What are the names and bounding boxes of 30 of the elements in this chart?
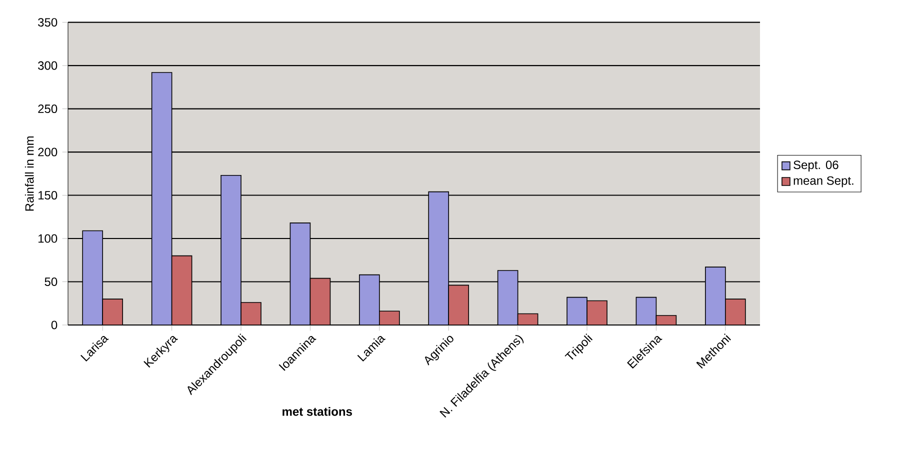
bar (290, 222, 311, 325)
y-tick-label: 50 (44, 277, 58, 286)
legend-label: Sept. 06 (794, 160, 838, 172)
bar (497, 270, 518, 325)
y-tick-label: 100 (38, 234, 58, 243)
y-tick-label: 250 (38, 104, 58, 114)
bar (310, 278, 331, 325)
y-tick-label: 350 (38, 18, 58, 27)
bar (725, 298, 746, 325)
y-axis-title: Rainfall in mm (24, 136, 34, 211)
bar (566, 296, 588, 325)
y-tick-label: 150 (38, 191, 58, 200)
bar (240, 302, 262, 325)
bar (518, 314, 538, 325)
bar (705, 266, 726, 325)
y-tick-label: 200 (38, 148, 58, 156)
bar (102, 298, 124, 325)
y-tick-label: 0 (51, 320, 58, 330)
bar (151, 72, 172, 325)
bar (359, 274, 380, 325)
bar (428, 191, 450, 325)
bar (171, 255, 192, 325)
legend-label: mean Sept. (794, 176, 854, 188)
bar (586, 300, 608, 325)
bar (636, 296, 657, 325)
bar (82, 230, 104, 325)
bar (220, 174, 242, 325)
bar (448, 284, 470, 325)
y-tick-label: 300 (38, 61, 58, 70)
x-axis-title: met stations (282, 407, 352, 416)
